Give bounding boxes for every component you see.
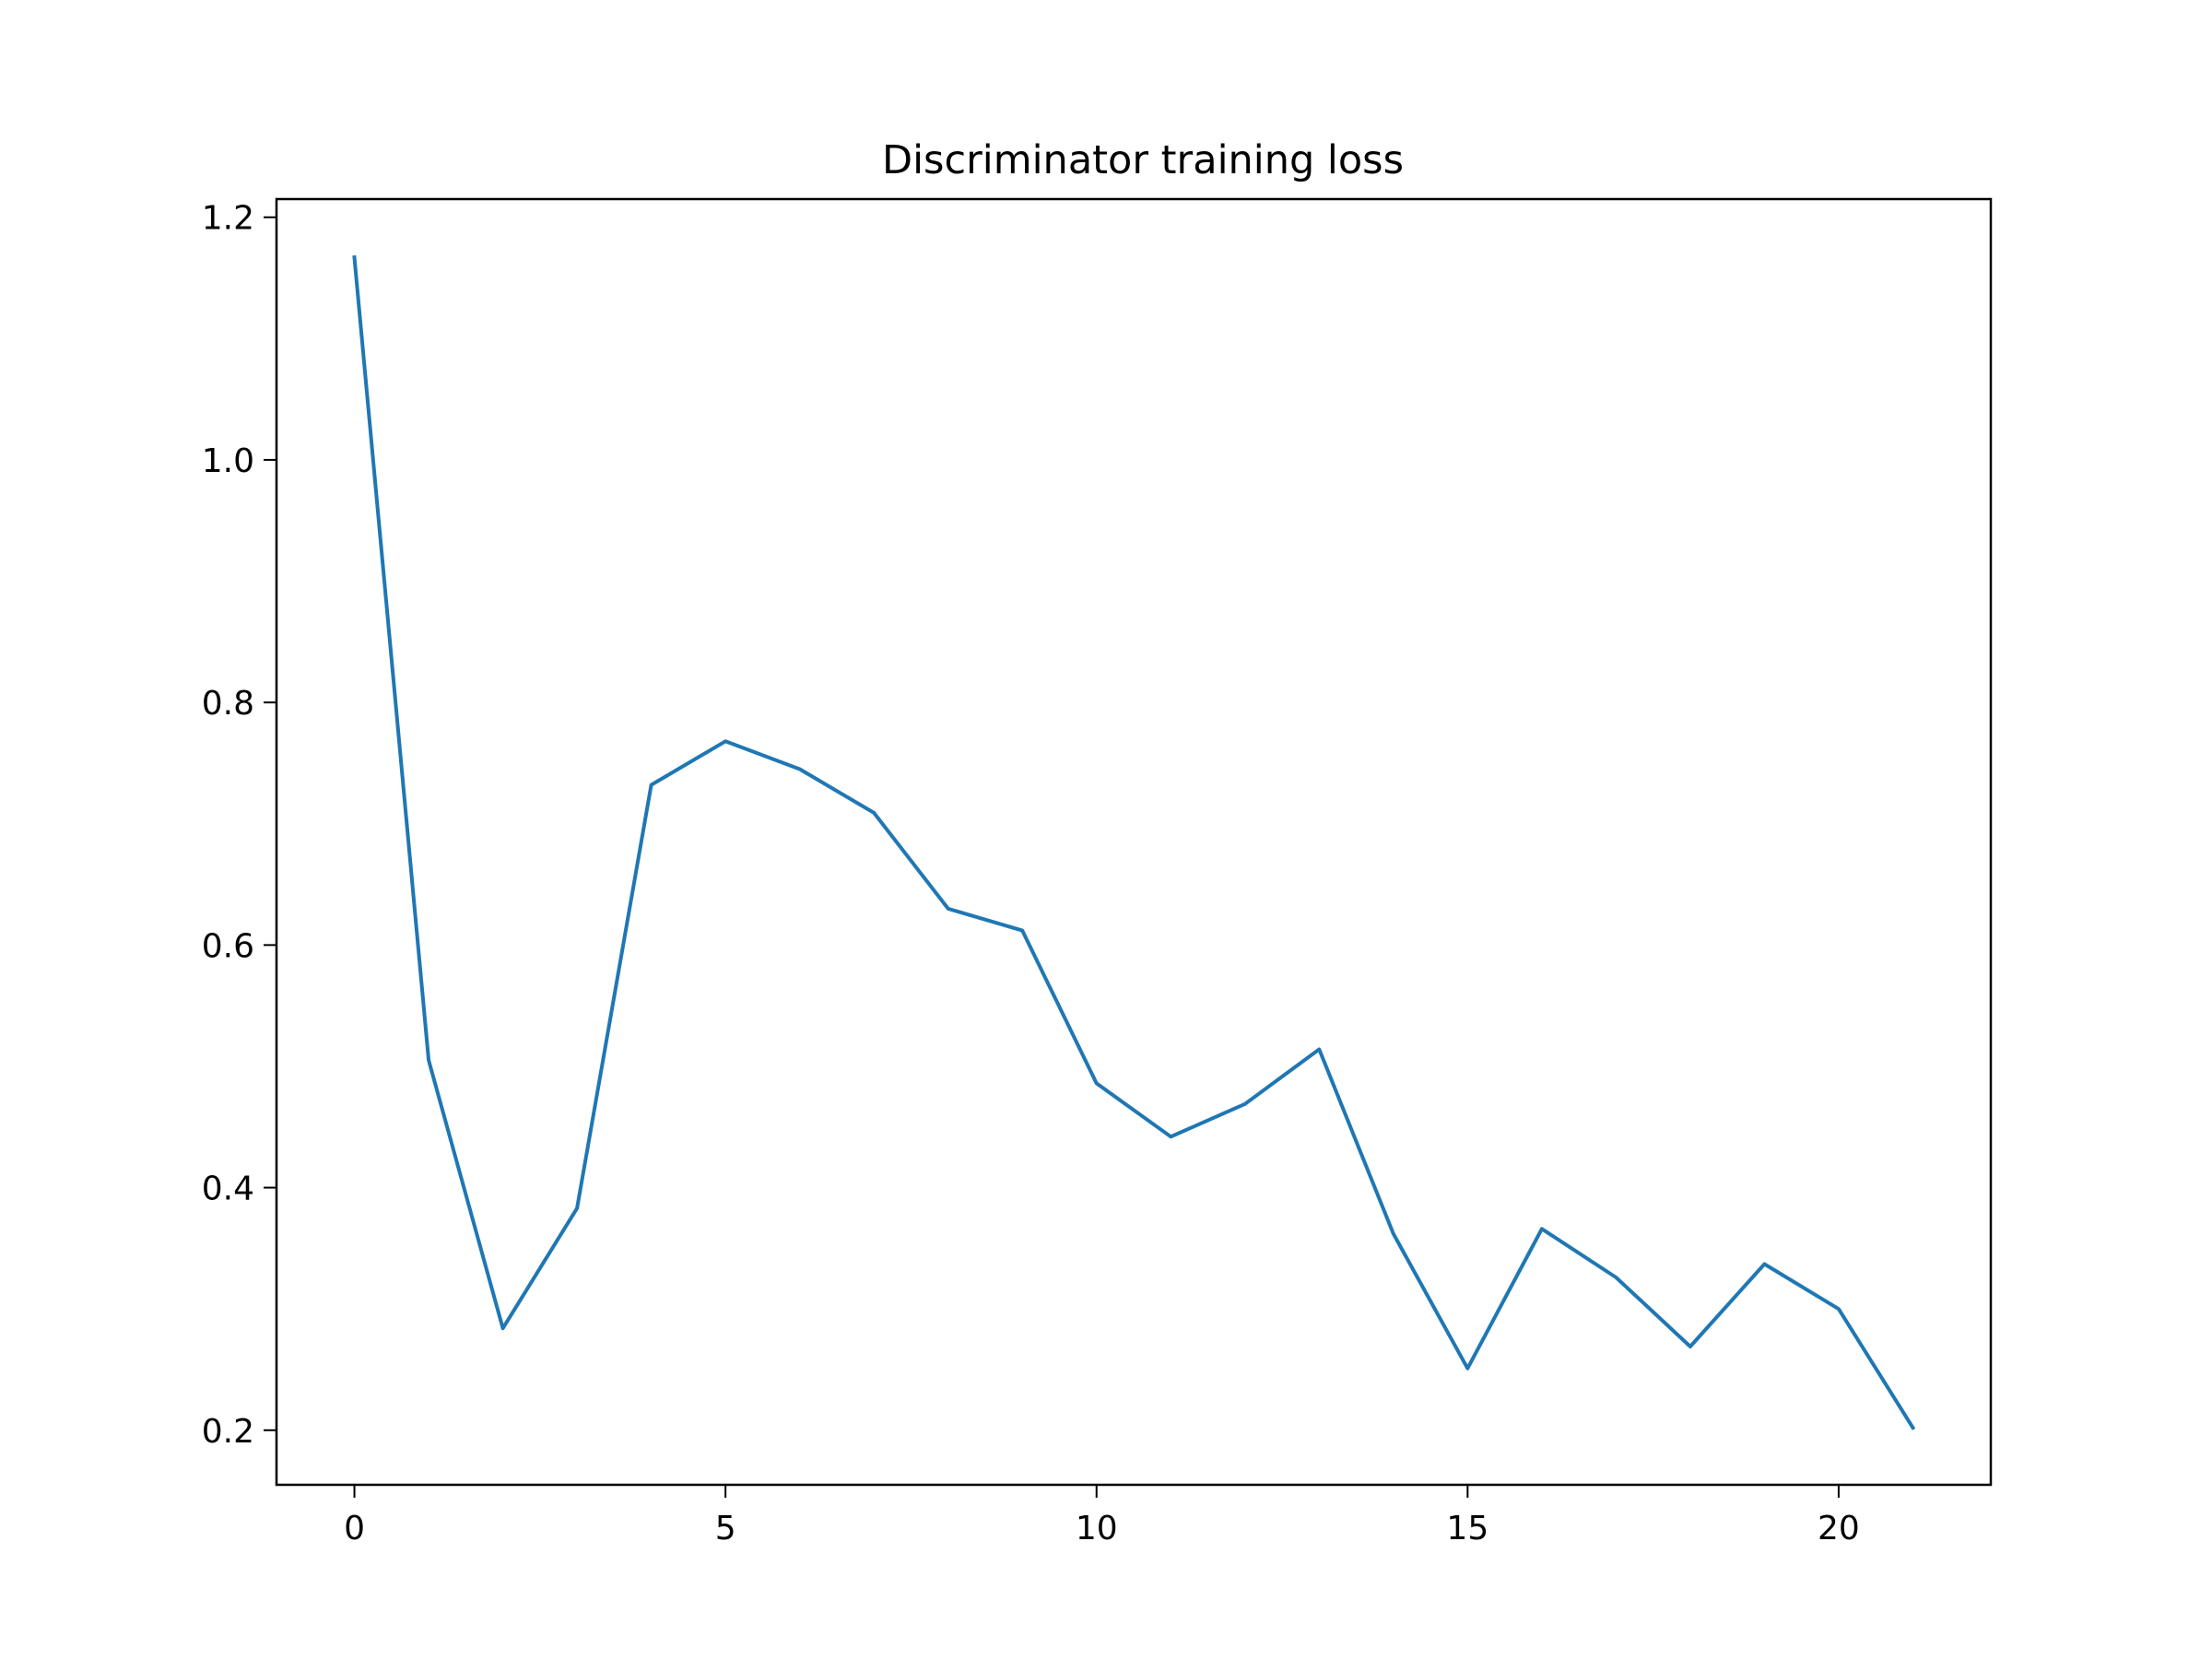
y-tick-label: 1.2 bbox=[202, 200, 254, 238]
x-tick-label: 0 bbox=[344, 1510, 365, 1547]
series-line-0 bbox=[352, 255, 1916, 1430]
y-tick-label: 0.2 bbox=[202, 1413, 254, 1451]
y-tick-label: 0.4 bbox=[202, 1171, 254, 1208]
y-tick-label: 1.0 bbox=[202, 442, 254, 480]
y-tick-label: 0.8 bbox=[202, 685, 254, 723]
y-axis: 0.2 0.4 0.6 0.8 1.0 1.2 bbox=[202, 200, 276, 1451]
x-tick-label: 20 bbox=[1818, 1510, 1860, 1547]
x-tick-label: 5 bbox=[715, 1510, 736, 1547]
x-axis: 0 5 10 15 20 bbox=[344, 1485, 1860, 1547]
x-tick-label: 10 bbox=[1076, 1510, 1118, 1547]
axes-frame bbox=[275, 197, 1993, 1487]
chart-title: Discriminator training loss bbox=[882, 137, 1404, 183]
x-tick-label: 15 bbox=[1446, 1510, 1488, 1547]
y-tick-label: 0.6 bbox=[202, 927, 254, 965]
series-layer bbox=[352, 255, 1916, 1430]
